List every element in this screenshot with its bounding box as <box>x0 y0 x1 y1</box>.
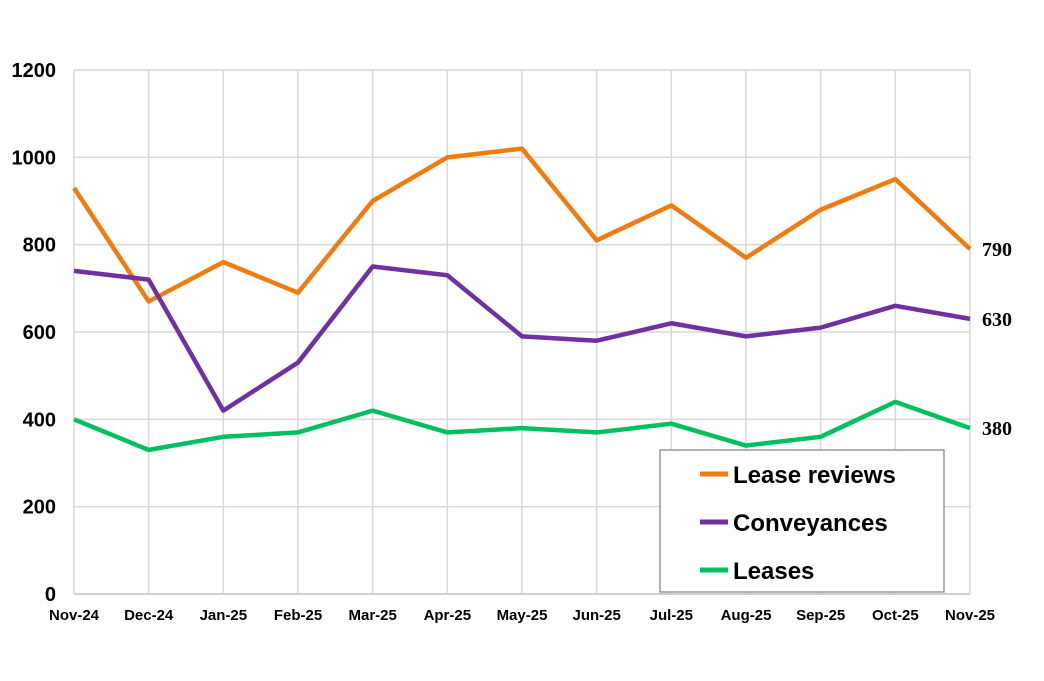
series-lines <box>72 146 972 453</box>
y-tick-label: 800 <box>23 235 56 257</box>
x-tick-label: Jul-25 <box>650 607 693 624</box>
legend-label: Lease reviews <box>733 462 896 489</box>
x-tick-label: Aug-25 <box>721 607 772 624</box>
y-tick-label: 600 <box>23 322 56 344</box>
legend-label: Leases <box>733 558 814 585</box>
x-tick-label: Nov-25 <box>945 607 995 624</box>
x-axis: Nov-24 Dec-24 Jan-25 Feb-25 Mar-25 Apr-25 May-… <box>49 607 995 624</box>
x-tick-label: Sep-25 <box>796 607 845 624</box>
end-label: 790 <box>982 239 1012 261</box>
legend-label: Conveyances <box>733 510 888 537</box>
y-tick-label: 200 <box>23 497 56 519</box>
y-tick-label: 400 <box>23 409 56 431</box>
series-line-lease-reviews <box>72 146 972 304</box>
y-tick-label: 1200 <box>12 60 57 82</box>
x-tick-label: Dec-24 <box>124 607 174 624</box>
x-tick-label: Jun-25 <box>572 607 620 624</box>
end-label: 380 <box>982 418 1012 440</box>
y-tick-label: 0 <box>45 584 56 606</box>
x-tick-label: Oct-25 <box>872 607 919 624</box>
x-tick-label: May-25 <box>497 607 548 624</box>
x-tick-label: Feb-25 <box>274 607 322 624</box>
end-labels: 790 630 380 <box>982 239 1012 440</box>
x-tick-label: Nov-24 <box>49 607 100 624</box>
x-tick-label: Mar-25 <box>348 607 396 624</box>
series-line-conveyances <box>73 264 971 413</box>
series-line-leases <box>73 399 971 453</box>
y-tick-label: 1000 <box>12 147 57 169</box>
legend: Lease reviews Conveyances Leases <box>659 449 945 593</box>
grid <box>73 69 971 595</box>
y-axis: 0 200 400 600 800 1000 1200 <box>12 60 57 606</box>
end-label: 630 <box>982 309 1012 331</box>
x-tick-label: Apr-25 <box>424 607 472 624</box>
x-tick-label: Jan-25 <box>200 607 248 624</box>
